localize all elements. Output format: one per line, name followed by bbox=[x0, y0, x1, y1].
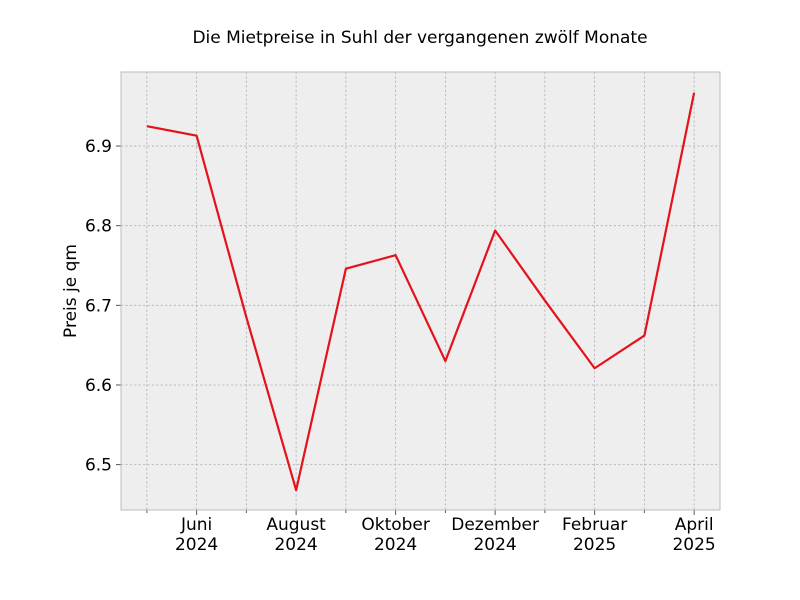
x-tick-label-year: 2024 bbox=[274, 535, 317, 555]
chart-title: Die Mietpreise in Suhl der vergangenen z… bbox=[192, 28, 647, 48]
axis-ticks: 6.56.66.76.86.9Juni2024August2024Oktober… bbox=[85, 137, 716, 555]
x-tick-label-year: 2024 bbox=[175, 535, 218, 555]
x-tick-label-month: August bbox=[266, 515, 326, 535]
x-tick-label-year: 2024 bbox=[374, 535, 417, 555]
y-tick-label: 6.7 bbox=[85, 296, 112, 316]
x-tick-label-year: 2025 bbox=[573, 535, 616, 555]
x-tick-label-month: Dezember bbox=[451, 515, 539, 535]
grid bbox=[121, 72, 720, 510]
x-tick-label-month: Oktober bbox=[361, 515, 430, 535]
x-tick-label-month: April bbox=[675, 515, 714, 535]
x-tick-label-month: Juni bbox=[180, 515, 212, 535]
y-tick-label: 6.6 bbox=[85, 376, 112, 396]
x-tick-label-year: 2024 bbox=[473, 535, 516, 555]
x-tick-label-month: Februar bbox=[562, 515, 627, 535]
y-axis-label: Preis je qm bbox=[61, 244, 81, 338]
y-tick-label: 6.8 bbox=[85, 217, 112, 237]
series-line bbox=[146, 92, 696, 492]
plot-area bbox=[121, 72, 720, 510]
y-tick-label: 6.5 bbox=[85, 456, 112, 476]
x-tick-label-year: 2025 bbox=[672, 535, 715, 555]
series-layer bbox=[146, 92, 696, 492]
y-tick-label: 6.9 bbox=[85, 137, 112, 157]
plot-frame bbox=[120, 71, 721, 511]
